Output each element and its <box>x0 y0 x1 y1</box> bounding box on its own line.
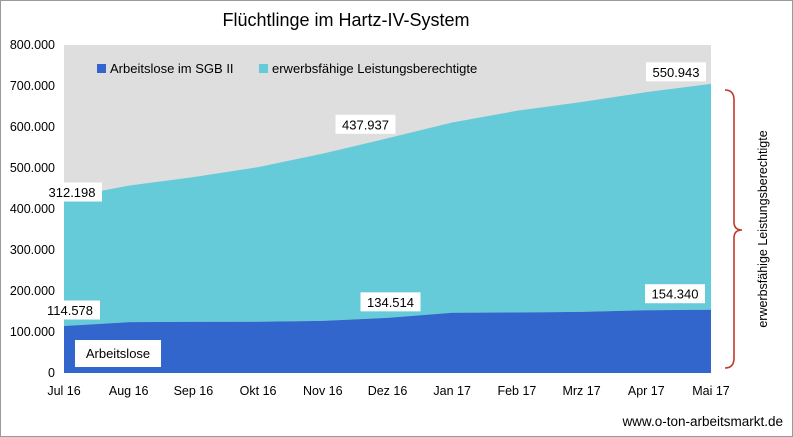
data-label: 312.198 <box>42 182 102 202</box>
arbeitslose-box-label: Arbeitslose <box>86 346 150 361</box>
y-tick-label: 100.000 <box>10 325 55 339</box>
data-label-text: 437.937 <box>342 117 389 132</box>
x-tick-label: Okt 16 <box>240 384 277 398</box>
data-label-bg <box>335 114 396 134</box>
legend-swatch-arbeitslose <box>97 64 106 73</box>
data-label-text: 154.340 <box>652 287 699 302</box>
area-arbeitslose <box>64 309 711 373</box>
data-label-bg <box>360 292 421 312</box>
x-tick-label: Aug 16 <box>109 384 149 398</box>
area-leistungsberechtigte <box>64 83 711 327</box>
chart-title: Flüchtlinge im Hartz-IV-System <box>222 10 469 30</box>
data-label: 134.514 <box>360 292 421 312</box>
data-label: 114.578 <box>40 300 100 320</box>
data-label: 437.937 <box>335 114 396 134</box>
x-tick-label: Jul 16 <box>47 384 80 398</box>
legend-label-arbeitslose: Arbeitslose im SGB II <box>110 61 234 76</box>
x-tick-label: Jan 17 <box>433 384 471 398</box>
y-tick-label: 200.000 <box>10 284 55 298</box>
legend: Arbeitslose im SGB II erwerbsfähige Leis… <box>97 61 477 76</box>
data-label-text: 134.514 <box>367 295 414 310</box>
y-tick-label: 400.000 <box>10 202 55 216</box>
y-tick-label: 600.000 <box>10 120 55 134</box>
x-tick-label: Mrz 17 <box>562 384 600 398</box>
data-label-text: 550.943 <box>653 65 700 80</box>
y-tick-label: 300.000 <box>10 243 55 257</box>
legend-label-leistungsberechtigte: erwerbsfähige Leistungsberechtigte <box>272 61 477 76</box>
legend-swatch-leistungsberechtigte <box>259 64 268 73</box>
data-label-bg <box>42 182 102 202</box>
y-tick-label: 500.000 <box>10 161 55 175</box>
data-label-text: 114.578 <box>47 303 93 318</box>
data-label-bg <box>646 62 706 82</box>
x-tick-label: Mai 17 <box>692 384 730 398</box>
data-label-bg <box>645 284 705 304</box>
y-tick-label: 700.000 <box>10 79 55 93</box>
y-tick-label: 0 <box>48 366 55 380</box>
bracket <box>724 89 743 369</box>
x-tick-label: Nov 16 <box>303 384 343 398</box>
data-label-bg <box>40 300 100 320</box>
data-label-text: 312.198 <box>49 185 96 200</box>
source-url: www.o-ton-arbeitsmarkt.de <box>621 414 783 429</box>
data-label: 154.340 <box>645 284 705 304</box>
bracket-label: erwerbsfähige Leistungsberechtigte <box>756 130 770 327</box>
x-tick-label: Feb 17 <box>497 384 536 398</box>
data-label: 550.943 <box>646 62 706 82</box>
arbeitslose-box-bg <box>75 340 161 367</box>
y-tick-label: 800.000 <box>10 38 55 52</box>
x-tick-label: Dez 16 <box>368 384 408 398</box>
arbeitslose-box: Arbeitslose <box>75 340 161 367</box>
x-tick-label: Apr 17 <box>628 384 665 398</box>
x-tick-label: Sep 16 <box>174 384 214 398</box>
